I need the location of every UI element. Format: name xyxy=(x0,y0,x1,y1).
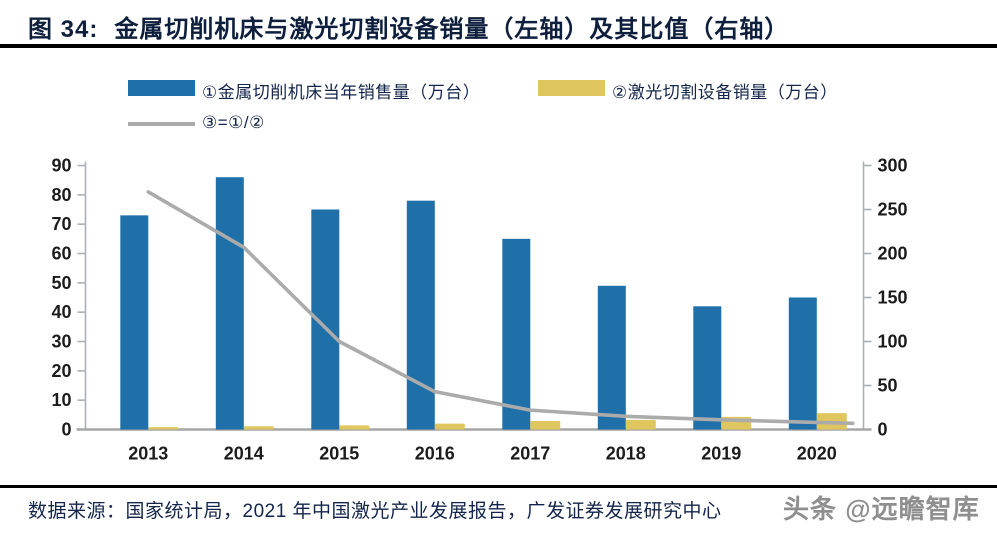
right-axis-tick-label: 150 xyxy=(878,288,908,308)
left-axis-tick-label: 90 xyxy=(51,156,71,176)
bar-laser-equipment-2014 xyxy=(243,426,274,430)
right-axis-tick-label: 100 xyxy=(878,332,908,352)
x-axis-label-2016: 2016 xyxy=(415,444,455,464)
right-axis-tick-label: 300 xyxy=(878,156,908,176)
x-axis-label-2019: 2019 xyxy=(701,444,741,464)
bar-machine-tools-2016 xyxy=(406,200,435,430)
bar-laser-equipment-2015 xyxy=(339,425,370,430)
chart-title: 图 34: 金属切削机床与激光切割设备销量（左轴）及其比值（右轴） xyxy=(28,9,789,44)
left-axis-tick-label: 0 xyxy=(61,420,71,440)
left-axis-tick-label: 20 xyxy=(51,361,71,381)
bar-laser-equipment-2018 xyxy=(625,419,656,430)
title-divider-line xyxy=(0,44,997,48)
bar-machine-tools-2017 xyxy=(502,238,531,430)
legend-label-laser-equipment: ②激光切割设备销量（万台） xyxy=(612,83,838,102)
left-axis-tick-label: 70 xyxy=(51,214,71,234)
left-axis-tick-label: 40 xyxy=(51,302,71,322)
x-axis-label-2017: 2017 xyxy=(510,444,550,464)
x-axis-label-2013: 2013 xyxy=(128,444,168,464)
left-axis-tick-label: 30 xyxy=(51,332,71,352)
watermark: 头条 @远瞻智库 xyxy=(783,494,980,524)
x-axis-label-2020: 2020 xyxy=(797,444,837,464)
ratio-line xyxy=(146,190,855,426)
right-axis-tick-label: 200 xyxy=(878,244,908,264)
chart-title-text: 金属切削机床与激光切割设备销量（左轴）及其比值（右轴） xyxy=(114,16,790,43)
data-source-note: 数据来源：国家统计局，2021 年中国激光产业发展报告，广发证券发展研究中心 xyxy=(28,501,722,522)
x-axis-label-2018: 2018 xyxy=(606,444,646,464)
right-axis-tick-label: 250 xyxy=(878,200,908,220)
bar-machine-tools-2018 xyxy=(597,285,626,430)
legend-label-machine-tools: ①金属切削机床当年销售量（万台） xyxy=(202,83,481,102)
bar-laser-equipment-2017 xyxy=(530,420,561,430)
right-axis-tick-label: 0 xyxy=(878,420,888,440)
bar-line-chart: 0 10 20 30 40 50 60 70 80 90 0 50 100 150 200 250 300 201… xyxy=(51,156,908,464)
footer-divider-line xyxy=(0,485,997,488)
left-axis-tick-label: 10 xyxy=(51,390,71,410)
bar-machine-tools-2019 xyxy=(693,306,722,430)
x-axis-label-2014: 2014 xyxy=(224,444,264,464)
bar-laser-equipment-2016 xyxy=(434,423,465,430)
bar-laser-equipment-2013 xyxy=(148,427,179,430)
bar-machine-tools-2020 xyxy=(788,297,817,430)
left-axis-tick-label: 50 xyxy=(51,273,71,293)
legend-swatch-laser-equipment xyxy=(538,80,605,96)
bar-machine-tools-2013 xyxy=(120,215,149,430)
left-axis-tick-label: 80 xyxy=(51,185,71,205)
bar-machine-tools-2014 xyxy=(215,177,244,430)
right-axis-tick-label: 50 xyxy=(878,376,898,396)
legend-swatch-machine-tools xyxy=(128,80,195,96)
legend-swatch-ratio-line xyxy=(128,122,195,126)
figure-number: 图 34: xyxy=(28,16,99,43)
legend-label-ratio: ③=①/② xyxy=(202,113,265,132)
left-axis-tick-label: 60 xyxy=(51,244,71,264)
x-axis-label-2015: 2015 xyxy=(319,444,359,464)
